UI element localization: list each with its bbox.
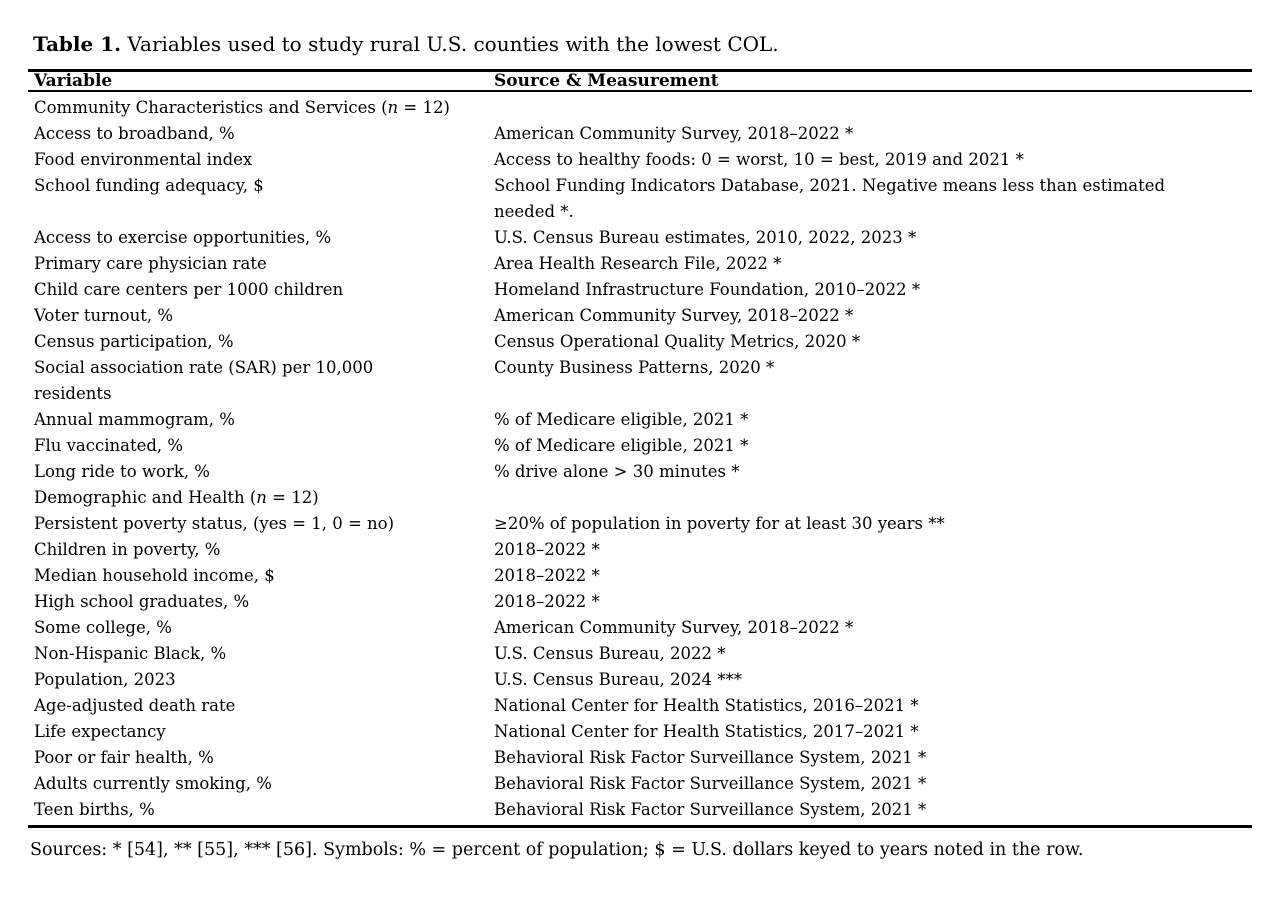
source-cell: 2018–2022 * [494,592,600,611]
table-row: Teen births, % Behavioral Risk Factor Sur… [28,797,1252,827]
variable-cell: Population, 2023 [34,670,176,689]
source-cell: 2018–2022 * [494,540,600,559]
table-row: Age-adjusted death rate National Center f… [28,693,1252,719]
section-row: Community Characteristics and Services (… [28,91,1252,121]
header-variable: Variable [28,70,488,92]
section-label: Community Characteristics and Services (… [28,91,1252,121]
source-cell: % of Medicare eligible, 2021 * [494,436,749,455]
table-caption-label: Table 1. [33,32,122,56]
variable-cell: Children in poverty, % [34,540,221,559]
variable-cell: Access to broadband, % [34,124,235,143]
table-row: Children in poverty, % 2018–2022 * [28,537,1252,563]
section-n-symbol: n [256,488,267,507]
source-cell: Access to healthy foods: 0 = worst, 10 =… [494,150,1024,169]
variable-cell: Access to exercise opportunities, % [34,228,332,247]
table-row: Social association rate (SAR) per 10,000… [28,355,1252,407]
table-row: Persistent poverty status, (yes = 1, 0 =… [28,511,1252,537]
section-label-text: Community Characteristics and Services ( [34,98,388,117]
section-count-text: = 12) [266,488,319,507]
table-row: Flu vaccinated, % % of Medicare eligible,… [28,433,1252,459]
source-cell: National Center for Health Statistics, 2… [494,722,919,741]
table-row: Food environmental index Access to health… [28,147,1252,173]
source-cell: % of Medicare eligible, 2021 * [494,410,749,429]
source-cell: U.S. Census Bureau, 2024 *** [494,670,743,689]
section-row: Demographic and Health (n = 12) [28,485,1252,511]
table-caption-text: Variables used to study rural U.S. count… [121,32,779,56]
source-cell: ≥20% of population in poverty for at lea… [494,514,945,533]
source-cell: U.S. Census Bureau, 2022 * [494,644,726,663]
variable-cell: Annual mammogram, % [34,410,235,429]
table-caption: Table 1. Variables used to study rural U… [33,32,1254,56]
source-cell: American Community Survey, 2018–2022 * [494,306,854,325]
table-row: Poor or fair health, % Behavioral Risk Fa… [28,745,1252,771]
table-row: Population, 2023 U.S. Census Bureau, 2024… [28,667,1252,693]
variable-cell: High school graduates, % [34,592,250,611]
variable-cell: Primary care physician rate [34,254,267,273]
source-cell: Behavioral Risk Factor Surveillance Syst… [494,800,927,819]
variable-cell: Social association rate (SAR) per 10,000… [34,358,374,403]
source-cell: Census Operational Quality Metrics, 2020… [494,332,861,351]
variable-cell: Flu vaccinated, % [34,436,184,455]
table-row: Adults currently smoking, % Behavioral Ri… [28,771,1252,797]
variables-table: Variable Source & Measurement Community … [28,69,1252,828]
variable-cell: Child care centers per 1000 children [34,280,344,299]
source-cell: School Funding Indicators Database, 2021… [494,176,1166,221]
section-label: Demographic and Health (n = 12) [28,485,1252,511]
source-cell: 2018–2022 * [494,566,600,585]
table-row: Some college, % American Community Survey… [28,615,1252,641]
table-footnote: Sources: * [54], ** [55], *** [56]. Symb… [30,840,1084,860]
table-row: Annual mammogram, % % of Medicare eligibl… [28,407,1252,433]
source-cell: National Center for Health Statistics, 2… [494,696,919,715]
table-row: Median household income, $ 2018–2022 * [28,563,1252,589]
variable-cell: Teen births, % [34,800,155,819]
section-n-symbol: n [387,98,399,117]
source-cell: American Community Survey, 2018–2022 * [494,618,854,637]
variable-cell: Poor or fair health, % [34,748,214,767]
variable-cell: Median household income, $ [34,566,275,585]
header-row: Variable Source & Measurement [28,70,1252,92]
source-cell: Homeland Infrastructure Foundation, 2010… [494,280,921,299]
table-row: Life expectancy National Center for Healt… [28,719,1252,745]
table-row: High school graduates, % 2018–2022 * [28,589,1252,615]
variable-cell: Life expectancy [34,722,166,741]
table-row: Access to exercise opportunities, % U.S. … [28,225,1252,251]
table-row: Long ride to work, % % drive alone > 30 m… [28,459,1252,485]
table-row: Child care centers per 1000 children Home… [28,277,1252,303]
variable-cell: Age-adjusted death rate [34,696,236,715]
variable-cell: Persistent poverty status, (yes = 1, 0 =… [34,514,395,533]
section-label-text: Demographic and Health ( [34,488,257,507]
variable-cell: Non-Hispanic Black, % [34,644,227,663]
variable-cell: Census participation, % [34,332,234,351]
header-source-measurement: Source & Measurement [488,70,1252,92]
table-row: Access to broadband, % American Community… [28,121,1252,147]
source-cell: Behavioral Risk Factor Surveillance Syst… [494,774,927,793]
source-cell: Area Health Research File, 2022 * [494,254,782,273]
table-header: Variable Source & Measurement [28,70,1252,92]
variable-cell: Long ride to work, % [34,462,210,481]
variable-cell: Voter turnout, % [34,306,173,325]
source-cell: County Business Patterns, 2020 * [494,358,775,377]
table-row: School funding adequacy, $ School Funding… [28,173,1252,225]
source-cell: American Community Survey, 2018–2022 * [494,124,854,143]
section-count-text: = 12) [398,98,450,117]
source-cell: % drive alone > 30 minutes * [494,462,740,481]
table-row: Non-Hispanic Black, % U.S. Census Bureau,… [28,641,1252,667]
table-body: Community Characteristics and Services (… [28,91,1252,827]
table-row: Voter turnout, % American Community Surve… [28,303,1252,329]
source-cell: U.S. Census Bureau estimates, 2010, 2022… [494,228,917,247]
source-cell: Behavioral Risk Factor Surveillance Syst… [494,748,927,767]
table-row: Primary care physician rate Area Health R… [28,251,1252,277]
variable-cell: School funding adequacy, $ [34,176,264,195]
variable-cell: Some college, % [34,618,172,637]
variable-cell: Food environmental index [34,150,253,169]
table-row: Census participation, % Census Operationa… [28,329,1252,355]
variable-cell: Adults currently smoking, % [34,774,272,793]
